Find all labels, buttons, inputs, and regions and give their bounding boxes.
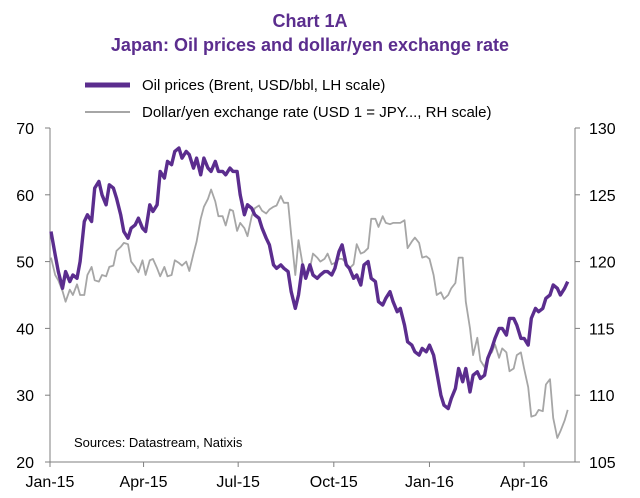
y-axis-left: 20 30 40 50 60 70 [16,121,51,472]
y-right-tick-label: 130 [589,121,616,138]
series-line-oil-prices [49,146,570,411]
y-left-tick-label: 20 [16,455,34,472]
x-tick-label: Apr-16 [500,474,548,491]
series-line-dollar-yen [50,188,569,439]
chart-subtitle: Japan: Oil prices and dollar/yen exchang… [111,35,509,55]
plot-series [49,146,570,439]
y-left-tick-label: 50 [16,255,34,272]
x-tick-label: Oct-15 [310,474,358,491]
legend-label-oil: Oil prices (Brent, USD/bbl, LH scale) [142,77,385,94]
x-axis: Jan-15 Apr-15 Jul-15 Oct-15 Jan-16 Apr-16 [26,461,575,491]
x-tick-label: Jan-15 [26,474,75,491]
y-left-tick-label: 60 [16,188,34,205]
y-left-tick-label: 30 [16,388,34,405]
y-left-tick-label: 70 [16,121,34,138]
y-left-tick-label: 40 [16,321,34,338]
y-right-tick-label: 125 [589,188,616,205]
y-right-tick-label: 120 [589,255,616,272]
chart-title: Chart 1A [272,11,347,31]
x-tick-label: Jan-16 [405,474,454,491]
y-right-tick-label: 105 [589,455,616,472]
y-axis-right: 105 110 115 120 125 130 [574,121,616,472]
y-right-tick-label: 110 [589,388,615,405]
x-tick-label: Jul-15 [216,474,260,491]
source-note: Sources: Datastream, Natixis [74,435,243,450]
legend: Oil prices (Brent, USD/bbl, LH scale) Do… [85,77,491,121]
x-tick-label: Apr-15 [120,474,168,491]
legend-label-yen: Dollar/yen exchange rate (USD 1 = JPY...… [142,104,491,121]
y-right-tick-label: 115 [589,321,615,338]
